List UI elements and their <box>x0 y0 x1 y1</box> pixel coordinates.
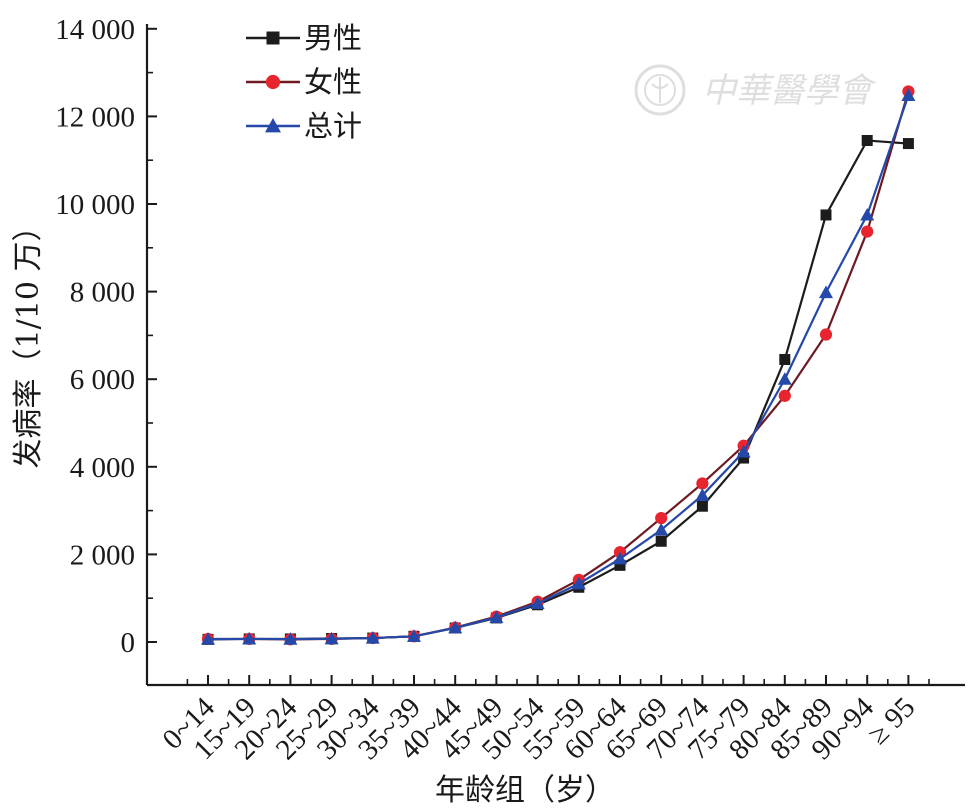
watermark-logo: 中華醫學會 <box>634 64 877 116</box>
y-tick-label: 0 <box>121 627 136 659</box>
data-point <box>655 511 668 525</box>
series-line <box>208 91 910 641</box>
data-point <box>654 522 669 536</box>
y-axis-title: 发病率（1/10 万） <box>11 212 46 469</box>
legend-marker <box>265 74 281 90</box>
series-layer <box>201 85 916 646</box>
x-axis-title: 年龄组（岁） <box>435 773 615 808</box>
data-point <box>448 620 463 634</box>
legend-marker <box>265 118 281 133</box>
data-point <box>819 285 833 299</box>
legend-label: 男性 <box>304 21 362 55</box>
data-point <box>407 629 421 642</box>
y-tick-label: 12 000 <box>55 101 135 133</box>
y-tick-label: 8 000 <box>70 277 135 309</box>
data-point <box>778 389 791 402</box>
seal-icon <box>634 64 686 116</box>
data-point <box>655 535 667 547</box>
y-tick-label: 14 000 <box>55 14 135 46</box>
series-0 <box>202 134 914 645</box>
y-tick-label: 6 000 <box>70 364 135 396</box>
data-point <box>820 209 832 221</box>
data-point <box>695 488 710 501</box>
data-point <box>902 138 914 150</box>
data-point <box>861 134 873 146</box>
data-point <box>530 596 545 610</box>
data-point <box>777 372 792 385</box>
data-point <box>696 477 709 490</box>
data-point <box>779 353 791 365</box>
data-point <box>614 559 626 571</box>
legend-label: 女性 <box>304 65 362 99</box>
data-point <box>613 551 627 565</box>
data-point <box>861 225 874 238</box>
data-point <box>860 207 875 221</box>
x-axis-ticks: 0~1415~1920~2425~2930~3435~3940~4445~495… <box>156 675 930 766</box>
series-line <box>207 95 910 641</box>
data-point <box>738 452 750 464</box>
series-line <box>207 139 909 641</box>
legend-marker <box>266 31 280 45</box>
data-point <box>201 632 215 645</box>
data-point <box>819 328 833 341</box>
data-point <box>242 631 257 645</box>
data-point <box>489 610 504 624</box>
y-tick-label: 2 000 <box>70 539 135 571</box>
data-point <box>283 632 298 645</box>
x-tick-label: ≥ 95 <box>862 691 922 751</box>
watermark-text: 中華醫學會 <box>702 71 877 111</box>
y-tick-label: 10 000 <box>55 189 135 221</box>
data-point <box>696 500 708 512</box>
series-2 <box>201 88 916 645</box>
data-point <box>365 631 380 644</box>
legend-label: 总计 <box>304 109 362 143</box>
series-1 <box>201 85 915 646</box>
y-tick-label: 4 000 <box>70 452 135 484</box>
y-axis-ticks: 0 2 000 4 000 6 000 8 000 10 000 12 000 14 000 <box>55 14 157 659</box>
data-point <box>571 576 586 590</box>
axes <box>145 24 965 687</box>
data-point <box>901 88 916 101</box>
data-point <box>736 444 751 458</box>
data-point <box>324 631 339 645</box>
